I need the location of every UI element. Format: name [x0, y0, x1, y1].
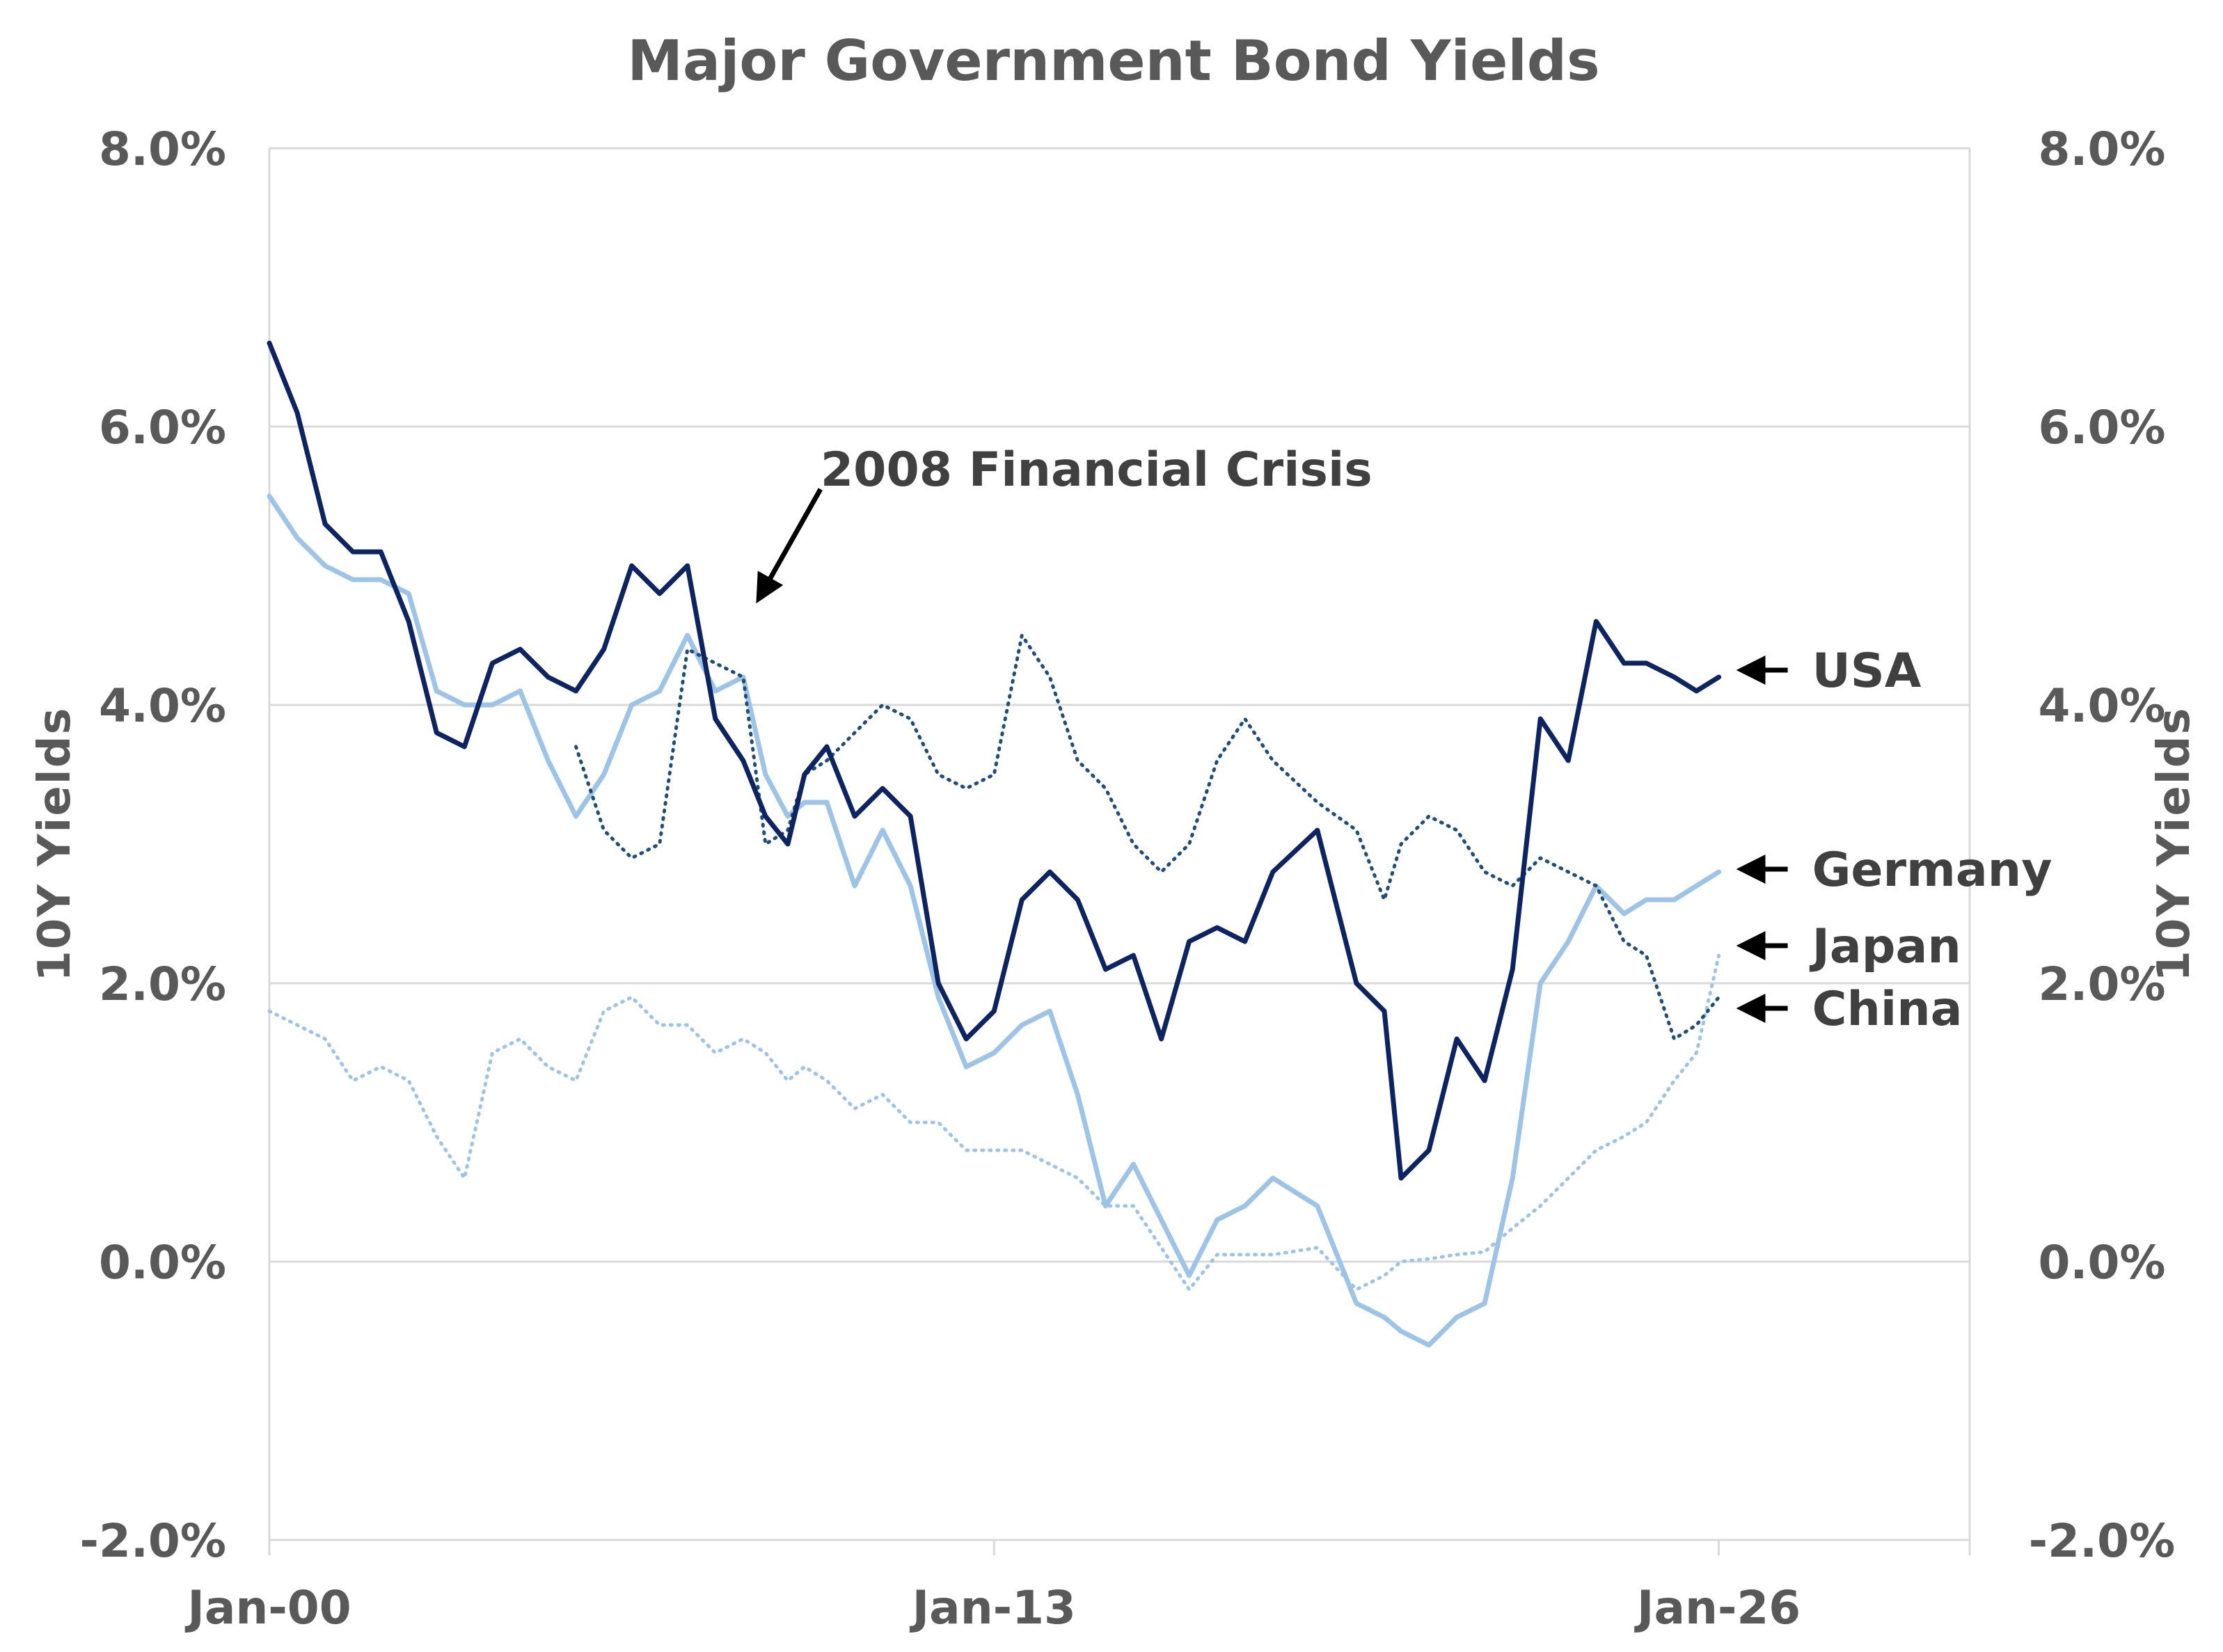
- series-line-germany: [267, 493, 1722, 1348]
- series-label-usa: USA: [1812, 644, 1922, 699]
- series-line-usa: [267, 340, 1722, 1181]
- y-tick-label-left: 4.0%: [99, 679, 226, 733]
- y-tick-label-left: 8.0%: [99, 122, 226, 176]
- y-tick-label-right: 8.0%: [2038, 122, 2165, 176]
- chart-title: Major Government Bond Yields: [627, 29, 1599, 93]
- y-ticks-left: 8.0% 6.0% 4.0% 2.0% 0.0% -2.0%: [80, 122, 226, 1568]
- y-axis-label-left: 10Y Yields: [29, 706, 81, 981]
- x-tick-label: Jan-26: [1634, 1581, 1801, 1635]
- y-tick-label-right: 4.0%: [2038, 679, 2165, 733]
- y-tick-label-right: -2.0%: [2029, 1514, 2175, 1568]
- series-line-china: [574, 633, 1721, 1041]
- x-tick-label: Jan-00: [184, 1581, 351, 1635]
- y-tick-label-left: -2.0%: [80, 1514, 226, 1568]
- x-ticks: Jan-00 Jan-13 Jan-26: [184, 1540, 1971, 1635]
- series-label-germany: Germany: [1812, 843, 2052, 898]
- crisis-arrow: [756, 488, 823, 604]
- x-tick-label: Jan-13: [910, 1581, 1076, 1635]
- y-tick-label-left: 2.0%: [99, 958, 226, 1011]
- series-lines: [267, 340, 1722, 1348]
- y-axis-label-right: 10Y Yields: [2149, 706, 2200, 981]
- series-line-japan: [267, 953, 1721, 1292]
- axes: [268, 148, 1971, 1541]
- series-label-china: China: [1812, 982, 1963, 1037]
- y-tick-label-left: 6.0%: [99, 401, 226, 454]
- y-ticks-right: 8.0% 6.0% 4.0% 2.0% 0.0% -2.0%: [2029, 122, 2175, 1568]
- y-tick-label-left: 0.0%: [99, 1236, 226, 1289]
- y-tick-label-right: 0.0%: [2038, 1236, 2165, 1289]
- gridlines: [269, 147, 1970, 1263]
- y-tick-label-right: 2.0%: [2038, 958, 2165, 1011]
- annotations: 2008 Financial Crisis USA Germany Japan Chin…: [756, 443, 2052, 1037]
- y-tick-label-right: 6.0%: [2038, 401, 2165, 454]
- series-label-japan: Japan: [1810, 919, 1961, 974]
- crisis-annotation: 2008 Financial Crisis: [821, 443, 1372, 498]
